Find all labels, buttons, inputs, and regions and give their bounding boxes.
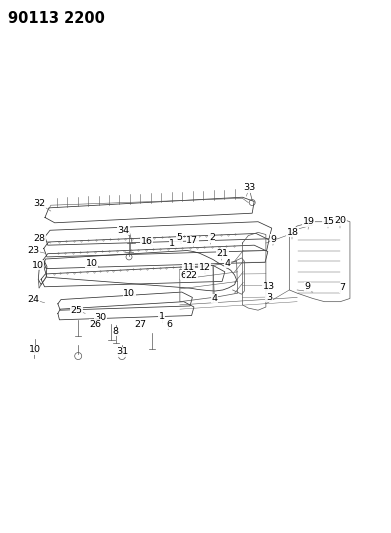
Text: 12: 12: [199, 263, 211, 272]
Text: 26: 26: [90, 320, 101, 328]
Text: 34: 34: [117, 226, 129, 235]
Text: 9: 9: [271, 235, 277, 244]
Text: 6: 6: [180, 271, 186, 279]
Text: 30: 30: [94, 313, 106, 322]
Text: 7: 7: [339, 284, 345, 292]
Text: 6: 6: [166, 320, 172, 328]
Text: 1: 1: [159, 312, 165, 321]
Text: 10: 10: [123, 289, 135, 297]
Text: 16: 16: [141, 237, 152, 246]
Text: 33: 33: [243, 183, 256, 192]
Text: 1: 1: [169, 239, 175, 247]
Text: 23: 23: [27, 246, 40, 255]
Text: 25: 25: [71, 306, 83, 314]
Text: 4: 4: [211, 294, 217, 303]
Text: 4: 4: [224, 259, 231, 268]
Text: 90113 2200: 90113 2200: [8, 11, 105, 26]
Text: 27: 27: [135, 320, 147, 328]
Text: 2: 2: [209, 233, 215, 242]
Text: 32: 32: [33, 199, 45, 208]
Text: 9: 9: [304, 282, 310, 291]
Text: 18: 18: [287, 228, 298, 237]
Text: 3: 3: [266, 293, 272, 302]
Text: 10: 10: [86, 259, 97, 268]
Text: 8: 8: [113, 327, 119, 336]
Text: 28: 28: [33, 235, 45, 243]
Text: 10: 10: [32, 261, 43, 270]
Text: 13: 13: [263, 282, 275, 291]
Text: 20: 20: [334, 216, 346, 225]
Text: 19: 19: [303, 217, 315, 226]
Text: 22: 22: [186, 271, 197, 279]
Text: 31: 31: [116, 348, 128, 356]
Text: 15: 15: [323, 217, 334, 226]
Text: 10: 10: [29, 345, 41, 354]
Text: 21: 21: [216, 249, 228, 258]
Text: 24: 24: [28, 295, 39, 304]
Text: 5: 5: [176, 233, 182, 242]
Text: 11: 11: [183, 263, 194, 272]
Text: 17: 17: [187, 237, 198, 245]
